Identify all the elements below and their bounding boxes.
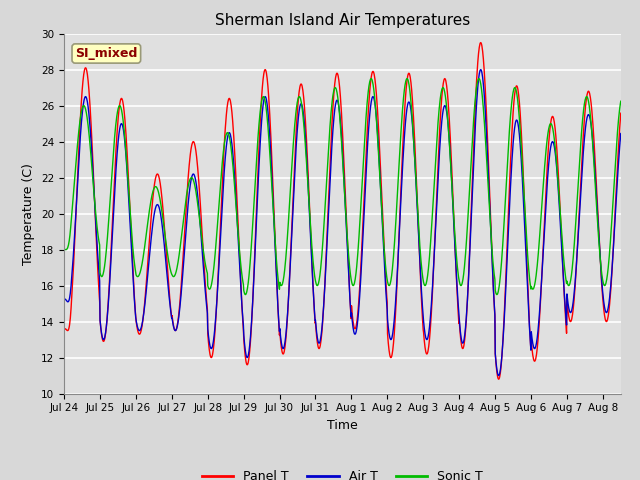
Air T [308, 259, 316, 264]
Y-axis label: Temperature (C): Temperature (C) [22, 163, 35, 264]
Sonic T [377, 192, 385, 198]
Air T [477, 67, 484, 72]
Sonic T [296, 95, 304, 101]
Text: SI_mixed: SI_mixed [75, 47, 138, 60]
Line: Sonic T: Sonic T [64, 79, 621, 295]
Panel T [308, 255, 316, 261]
Air T [318, 327, 326, 333]
Sonic T [475, 76, 483, 82]
Sonic T [318, 253, 326, 259]
Air T [296, 102, 304, 108]
Sonic T [617, 98, 625, 104]
Air T [617, 131, 625, 136]
Panel T [495, 376, 502, 382]
Sonic T [103, 239, 111, 244]
Panel T [60, 328, 68, 334]
Air T [495, 372, 502, 378]
Title: Sherman Island Air Temperatures: Sherman Island Air Temperatures [215, 13, 470, 28]
Panel T [103, 315, 111, 321]
Panel T [126, 202, 134, 208]
Legend: Panel T, Air T, Sonic T: Panel T, Air T, Sonic T [196, 465, 488, 480]
Air T [103, 316, 111, 322]
Panel T [377, 173, 385, 179]
Sonic T [493, 292, 500, 298]
Air T [126, 216, 134, 221]
Panel T [296, 83, 304, 88]
Panel T [617, 110, 625, 116]
Panel T [318, 330, 326, 336]
Line: Air T: Air T [64, 70, 621, 375]
X-axis label: Time: Time [327, 419, 358, 432]
Line: Panel T: Panel T [64, 43, 621, 379]
Sonic T [60, 247, 68, 252]
Sonic T [308, 242, 316, 248]
Panel T [477, 40, 484, 46]
Air T [60, 297, 68, 303]
Air T [377, 191, 385, 196]
Sonic T [126, 204, 134, 210]
